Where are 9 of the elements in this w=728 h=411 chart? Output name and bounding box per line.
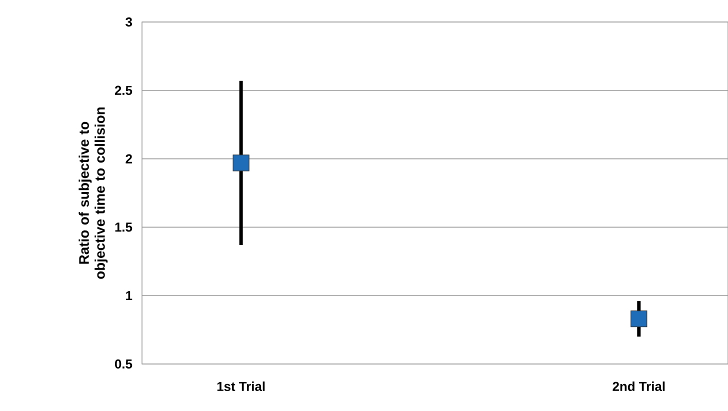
x-tick-label: 1st Trial bbox=[217, 382, 265, 392]
y-tick-label: 1.5 bbox=[115, 222, 132, 232]
y-tick-label: 0.5 bbox=[114, 359, 132, 369]
y-tick-label: 2.5 bbox=[114, 86, 132, 95]
y-axis-title: Ratio of subjective to objective time to collision bbox=[78, 107, 108, 279]
y-tick-label: 3 bbox=[126, 17, 132, 27]
y-tick-label: 1 bbox=[126, 291, 132, 300]
y-tick-label: 2 bbox=[126, 154, 132, 164]
x-tick-label: 2nd Trial bbox=[612, 382, 665, 392]
